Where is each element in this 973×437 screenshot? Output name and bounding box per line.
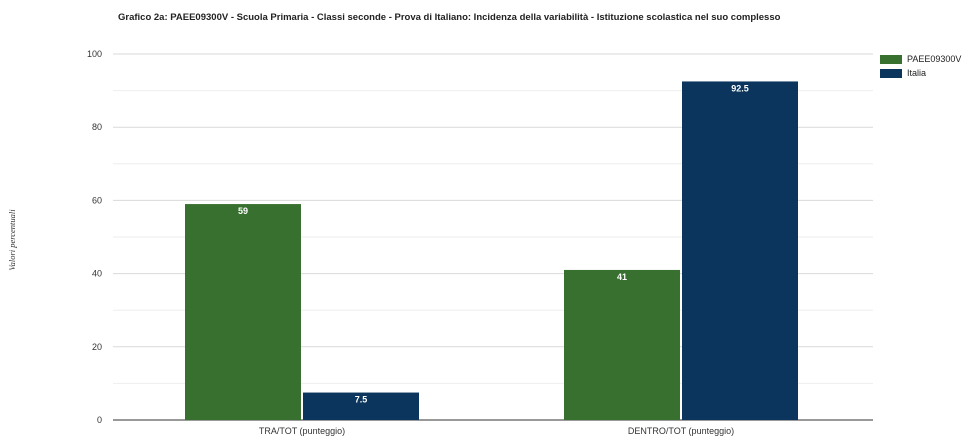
legend-label: PAEE09300V [907,54,962,64]
chart-title: Grafico 2a: PAEE09300V - Scuola Primaria… [118,12,781,23]
x-tick-label: DENTRO/TOT (punteggio) [628,426,734,436]
bar-data-label: 59 [238,206,248,216]
y-tick-label: 100 [87,49,102,59]
y-tick-label: 60 [92,195,102,205]
y-tick-label: 40 [92,269,102,279]
bar [682,81,798,420]
legend: PAEE09300V Italia [880,52,961,80]
legend-item: PAEE09300V [880,52,961,66]
x-tick-label: TRA/TOT (punteggio) [259,426,345,436]
bar [564,269,680,420]
bar-data-label: 41 [617,272,627,282]
bar [185,204,301,420]
bar-data-label: 92.5 [731,83,749,93]
y-tick-label: 0 [97,415,102,425]
bar-data-label: 7.5 [355,395,368,405]
legend-swatch [880,68,902,78]
y-tick-label: 20 [92,342,102,352]
legend-label: Italia [907,68,927,78]
legend-swatch [880,54,902,64]
y-tick-label: 80 [92,122,102,132]
bar [303,392,419,420]
legend-item: Italia [880,66,961,80]
